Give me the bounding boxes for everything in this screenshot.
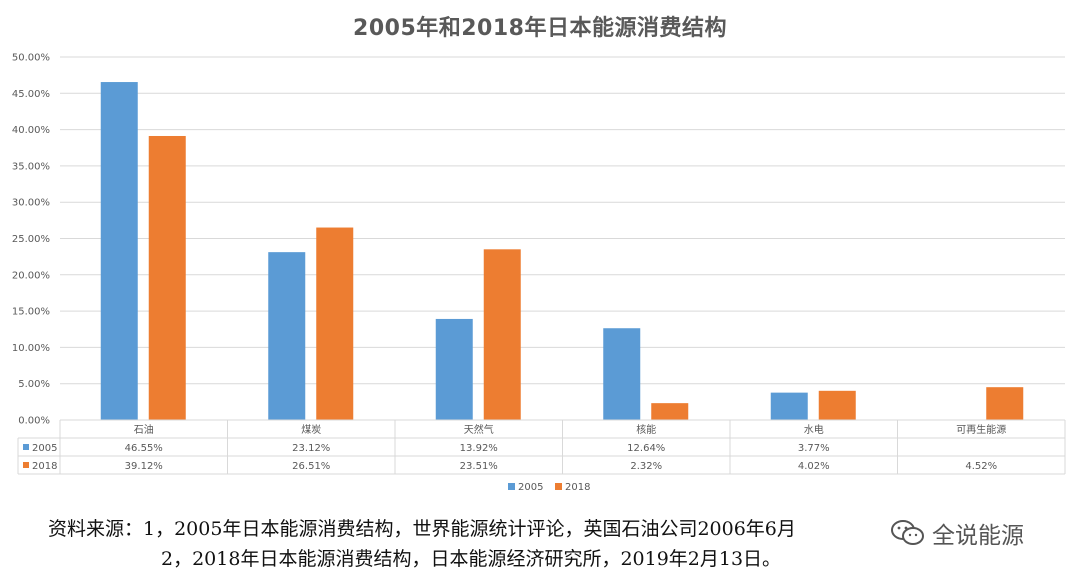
y-axis: 0.00% 5.00% 10.00% 15.00% 20.00% 25.00% 30.00%…: [12, 53, 50, 427]
legend-key: [555, 483, 562, 490]
wechat-icon: [891, 520, 924, 545]
y-tick-label: 20.00%: [12, 270, 50, 281]
data-label: 39.12%: [125, 461, 163, 472]
legend-label: 2005: [518, 482, 543, 493]
data-label: 4.02%: [798, 461, 830, 472]
bar-2005-2: [435, 318, 473, 420]
y-tick-label: 10.00%: [12, 343, 50, 354]
data-label: 13.92%: [460, 443, 498, 454]
bars: [100, 82, 1024, 420]
bar-2005-3: [603, 328, 641, 420]
bar-2018-1: [316, 227, 354, 420]
bar-2018-4: [818, 390, 856, 420]
x-tick-label: 核能: [636, 423, 656, 436]
bar-2018-5: [986, 387, 1024, 420]
data-label: 4.52%: [965, 461, 997, 472]
bar-2018-3: [651, 403, 689, 420]
x-tick-label: 天然气: [464, 423, 494, 436]
x-tick-label: 煤炭: [301, 423, 321, 436]
data-label: 26.51%: [292, 461, 330, 472]
table-legend-key: [23, 462, 29, 468]
data-label: 23.51%: [460, 461, 498, 472]
watermark: 全说能源: [890, 516, 1024, 550]
bar-2018-2: [483, 249, 521, 420]
table-series-label: 2005: [32, 443, 57, 454]
data-label: 46.55%: [125, 443, 163, 454]
y-tick-label: 5.00%: [18, 379, 50, 390]
chart-title: 2005年和2018年日本能源消费结构: [353, 16, 727, 41]
bar-2005-0: [100, 82, 138, 420]
y-tick-label: 0.00%: [18, 416, 50, 427]
y-tick-label: 30.00%: [12, 198, 50, 209]
bar-2005-4: [770, 392, 808, 420]
y-tick-label: 45.00%: [12, 89, 50, 100]
y-tick-label: 15.00%: [12, 307, 50, 318]
x-tick-label: 可再生能源: [956, 423, 1006, 436]
watermark-text: 全说能源: [932, 523, 1024, 549]
data-label: 3.77%: [798, 443, 830, 454]
data-table: 石油 煤炭 天然气 核能 水电 可再生能源 2005 46.55% 23.12% 13.92% 12…: [17, 419, 1066, 475]
data-label: 23.12%: [292, 443, 330, 454]
y-tick-label: 25.00%: [12, 234, 50, 245]
data-label: 2.32%: [630, 461, 662, 472]
y-tick-label: 35.00%: [12, 161, 50, 172]
chart-area: 0.00% 5.00% 10.00% 15.00% 20.00% 25.00% 30.00%…: [12, 53, 1066, 493]
y-tick-label: 40.00%: [12, 125, 50, 136]
x-tick-label: 石油: [134, 423, 154, 436]
legend-label: 2018: [565, 482, 590, 493]
bar-2018-0: [148, 135, 186, 420]
legend-key: [508, 483, 515, 490]
x-tick-label: 水电: [804, 423, 824, 436]
bar-2005-1: [268, 252, 306, 420]
data-label: 12.64%: [627, 443, 665, 454]
source-note: 资料来源：1，2005年日本能源消费结构，世界能源统计评论，英国石油公司2006…: [48, 514, 1048, 574]
source-line-2: 2，2018年日本能源消费结构，日本能源经济研究所，2019年2月13日。: [161, 548, 782, 570]
source-line-1: 资料来源：1，2005年日本能源消费结构，世界能源统计评论，英国石油公司2006…: [48, 518, 796, 540]
table-series-label: 2018: [32, 461, 57, 472]
table-legend-key: [23, 444, 29, 450]
legend: 2005 2018: [508, 482, 590, 493]
gridlines: [60, 56, 1065, 385]
y-tick-label: 50.00%: [12, 53, 50, 64]
